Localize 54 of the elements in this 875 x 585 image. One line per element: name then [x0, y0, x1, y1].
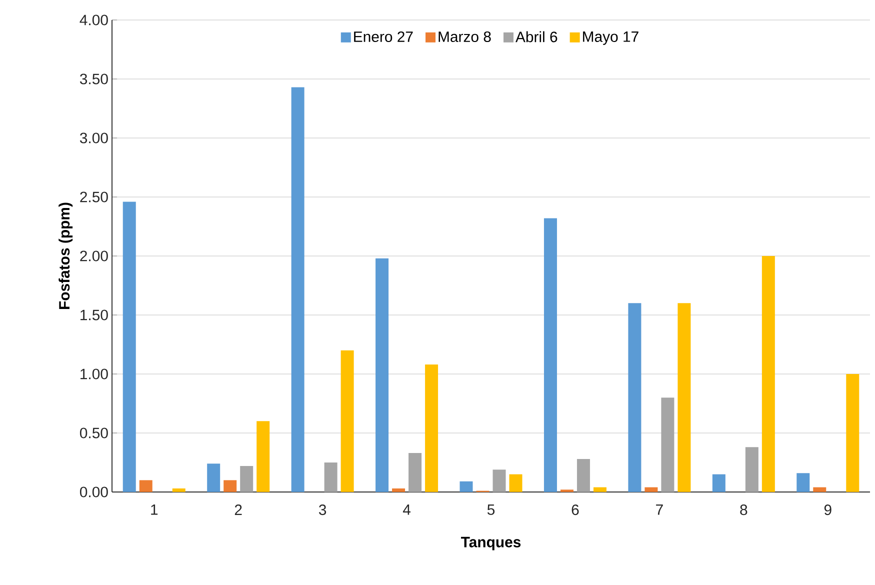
x-tick-label: 8 [740, 504, 748, 516]
bar [340, 350, 354, 492]
y-tick-label: 2.00 [80, 250, 108, 262]
x-tick-label: 1 [151, 504, 158, 515]
bar [207, 464, 220, 492]
bar [425, 364, 438, 492]
bar [796, 473, 810, 492]
bar [392, 488, 406, 492]
y-tick-label: 1.50 [80, 310, 108, 320]
y-tick-label: 4.00 [80, 14, 108, 26]
bar [576, 458, 590, 492]
y-tick-label: 3.00 [80, 132, 108, 144]
x-tick-label: 5 [487, 504, 495, 515]
x-tick-label: 2 [234, 504, 242, 515]
bar [712, 474, 726, 492]
bar [224, 480, 237, 492]
y-tick-label: 3.50 [80, 74, 108, 84]
bar [846, 374, 860, 492]
bar [172, 488, 186, 492]
y-tick-label: 1.00 [80, 368, 108, 380]
bar [813, 487, 826, 492]
legend-label: Mayo 17 [583, 32, 638, 45]
bar [509, 474, 522, 492]
bar [628, 303, 642, 492]
bar [291, 87, 304, 492]
y-tick-label: 2.50 [80, 192, 108, 202]
bar [256, 421, 270, 492]
bar [376, 258, 389, 492]
bar [678, 303, 691, 492]
x-tick-label: 6 [572, 504, 579, 516]
bar [644, 487, 658, 492]
bar [544, 218, 557, 492]
bar [460, 481, 473, 492]
bar [745, 447, 758, 492]
x-tick-label: 4 [402, 504, 410, 515]
x-tick-label: 7 [656, 504, 663, 515]
bar [762, 256, 775, 492]
bar [240, 466, 254, 492]
bar [122, 202, 136, 492]
bar [661, 398, 674, 492]
y-tick-label: 0.50 [80, 428, 108, 438]
legend-label: Marzo 8 [438, 31, 491, 42]
bar [324, 462, 338, 492]
bar [492, 470, 506, 492]
y-tick-label: 0.00 [80, 486, 108, 498]
y-axis-title: Fosfatos (ppm) [58, 202, 73, 309]
bar [408, 453, 422, 492]
legend-label: Enero 27 [354, 31, 413, 42]
bar [139, 480, 152, 492]
x-axis-title: Tanques [461, 536, 521, 550]
bar [593, 487, 606, 492]
x-tick-label: 9 [824, 504, 832, 516]
legend-label: Abril 6 [516, 31, 558, 42]
x-tick-label: 3 [318, 504, 326, 516]
